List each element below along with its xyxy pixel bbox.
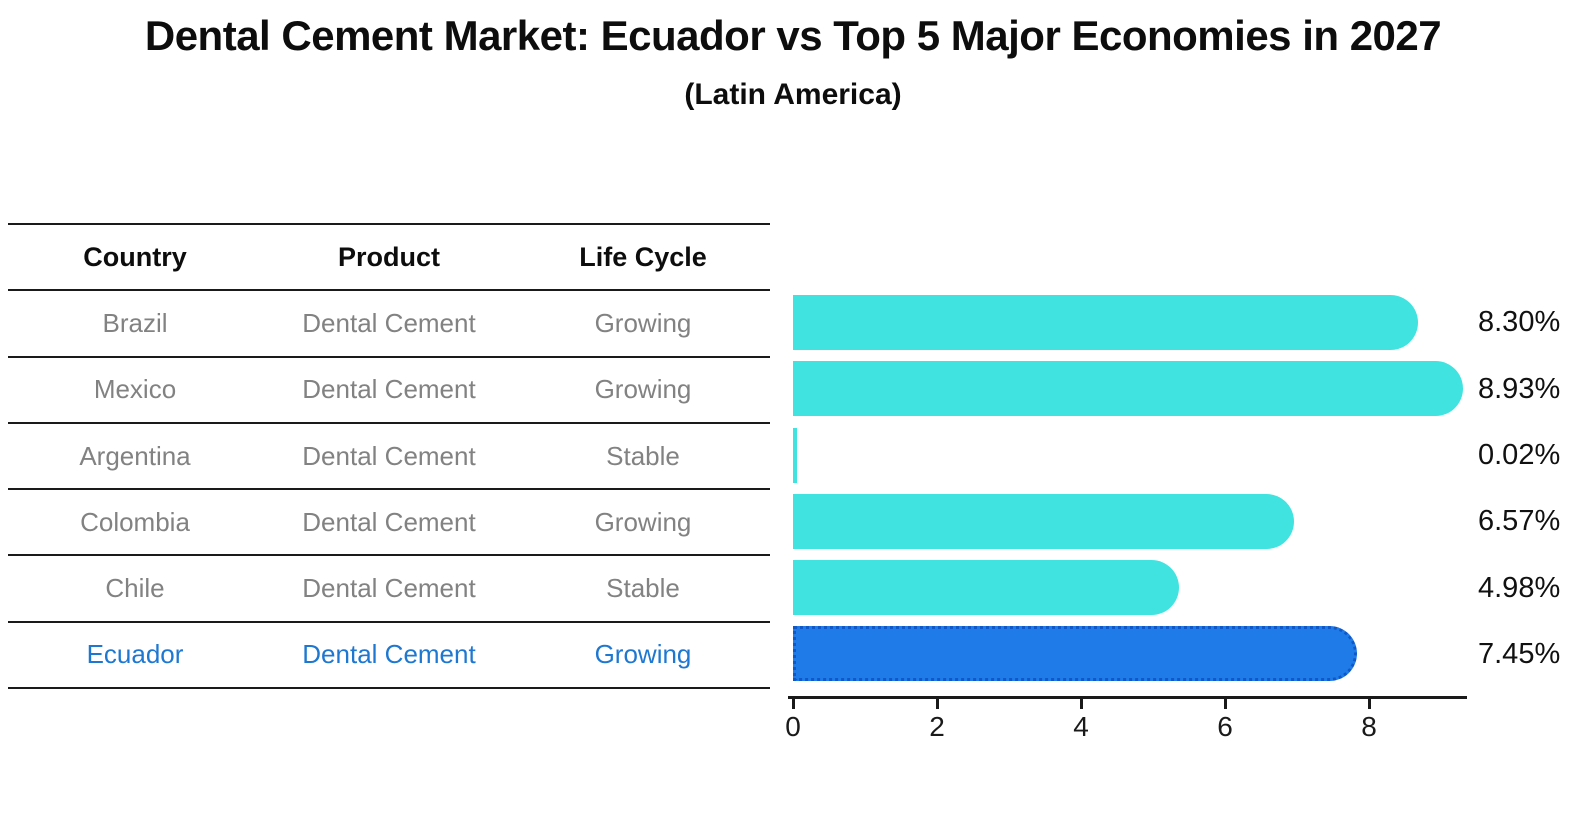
cell-product: Dental Cement xyxy=(302,374,476,405)
x-tick-8 xyxy=(1368,699,1371,709)
bar-argentina xyxy=(793,427,797,483)
table-body: Brazil Dental Cement Growing Mexico Dental C… xyxy=(8,291,770,690)
table-row-colombia: Colombia Dental Cement Growing xyxy=(8,490,770,557)
bar-mexico xyxy=(793,361,1464,417)
cell-product: Dental Cement xyxy=(302,506,476,537)
cell-life-cycle: Stable xyxy=(606,573,680,604)
cell-product: Dental Cement xyxy=(302,307,476,338)
cell-country: Chile xyxy=(105,573,165,604)
cell-life-cycle: Growing xyxy=(594,374,692,405)
country-table: Country Product Life Cycle Brazil Dental … xyxy=(8,223,770,690)
table-row-ecuador: Ecuador Dental Cement Growing xyxy=(8,623,770,690)
x-tick-6 xyxy=(1224,699,1227,709)
column-header-product: Product xyxy=(337,241,440,272)
table-row-brazil: Brazil Dental Cement Growing xyxy=(8,291,770,358)
x-tick-label-8: 8 xyxy=(1361,711,1377,742)
x-tick-label-6: 6 xyxy=(1217,711,1233,742)
cell-country: Mexico xyxy=(93,374,177,405)
cell-life-cycle: Growing xyxy=(594,506,692,537)
x-tick-2 xyxy=(936,699,939,709)
cell-life-cycle: Stable xyxy=(606,440,680,471)
column-header-life-cycle: Life Cycle xyxy=(579,241,707,272)
cell-life-cycle: Growing xyxy=(594,307,692,338)
cell-country: Ecuador xyxy=(86,639,184,670)
x-tick-label-4: 4 xyxy=(1073,711,1089,742)
bar-chile xyxy=(793,560,1180,616)
page-title: Dental Cement Market: Ecuador vs Top 5 M… xyxy=(144,12,1442,59)
page-subtitle: (Latin America) xyxy=(684,78,902,111)
cell-product: Dental Cement xyxy=(302,639,476,670)
cell-life-cycle: Growing xyxy=(594,639,692,670)
cell-country: Colombia xyxy=(80,506,190,537)
cell-product: Dental Cement xyxy=(302,440,476,471)
bar-colombia xyxy=(793,493,1294,549)
cell-country: Brazil xyxy=(102,307,168,338)
table-row-mexico: Mexico Dental Cement Growing xyxy=(8,358,770,424)
x-axis-line xyxy=(788,696,1467,699)
cell-country: Argentina xyxy=(79,440,191,471)
column-header-country: Country xyxy=(83,241,187,272)
cell-product: Dental Cement xyxy=(302,573,476,604)
value-label-argentina: 0.02% xyxy=(1478,439,1561,472)
x-tick-0 xyxy=(792,699,795,709)
value-label-colombia: 6.57% xyxy=(1478,505,1561,538)
bar-brazil xyxy=(793,294,1419,350)
x-tick-label-2: 2 xyxy=(929,711,945,742)
value-label-brazil: 8.30% xyxy=(1478,306,1561,339)
x-tick-label-0: 0 xyxy=(785,711,801,742)
table-header-row: Country Product Life Cycle xyxy=(8,225,770,292)
x-tick-4 xyxy=(1080,699,1083,709)
table-row-argentina: Argentina Dental Cement Stable xyxy=(8,424,770,491)
value-label-chile: 4.98% xyxy=(1478,571,1561,604)
bar-ecuador xyxy=(793,626,1357,682)
table-row-chile: Chile Dental Cement Stable xyxy=(8,556,770,623)
value-label-mexico: 8.93% xyxy=(1478,372,1561,405)
value-label-ecuador: 7.45% xyxy=(1478,637,1561,670)
